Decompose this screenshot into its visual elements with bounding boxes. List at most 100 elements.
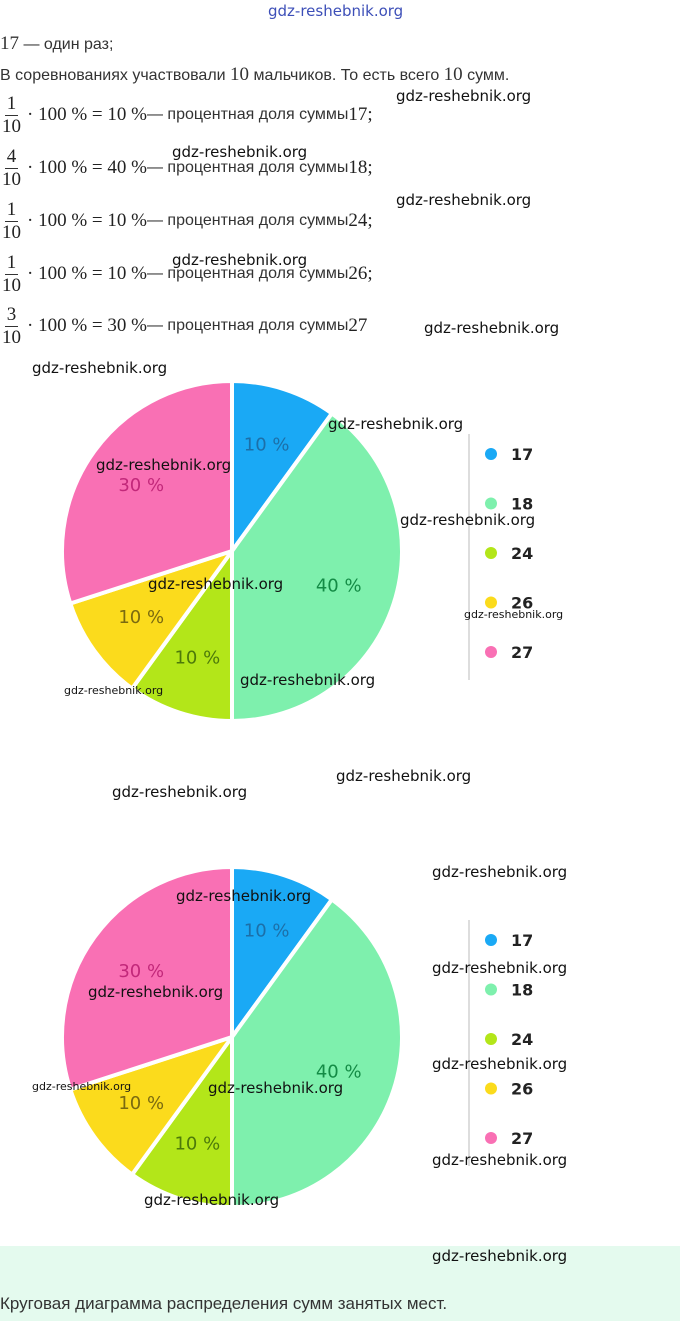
legend-dot-24 [485,1033,497,1045]
legend-dot-24 [485,547,497,559]
legend-label-26: 26 [511,594,533,613]
fraction-row: 4 10 · 100 % = 40 % — процентная доля сумм… [0,142,373,194]
fraction-sum: 18; [348,157,373,178]
fraction-numerator: 1 [4,251,19,275]
legend-label-17: 17 [511,931,533,950]
watermark: gdz-reshebnik.org [432,1247,568,1265]
legend-dot-17 [485,448,497,460]
legend-label-24: 24 [511,544,533,563]
participants-text-a: В соревнованиях участвовали [0,67,231,84]
pie-label-27: 30 % [118,475,164,496]
pie-chart-2: 10 % 40 % 10 % 10 % 30 % 17 18 24 26 27 [0,864,680,1211]
fraction-numerator: 4 [4,145,19,169]
fraction-row: 1 10 · 100 % = 10 % — процентная доля сумм… [0,89,373,141]
legend-dot-27 [485,646,497,658]
pie-slice-26 [67,547,238,692]
fraction-denominator: 10 [2,115,21,137]
caption-band [0,1246,680,1321]
fraction-description: — процентная доля суммы [146,159,349,176]
legend-label-17: 17 [511,445,533,464]
watermark: gdz-reshebnik.org [96,456,232,474]
fraction-numerator: 1 [4,198,19,222]
chart-caption: Круговая диаграмма распределения сумм за… [0,1294,448,1313]
fraction-row: 3 10 · 100 % = 30 % — процентная доля сумм… [0,300,367,352]
pie-slice-17 [230,378,335,558]
pie-label-26: 10 % [118,1093,164,1114]
watermark: gdz-reshebnik.org [176,887,312,905]
pie-label-18: 40 % [316,576,362,597]
participants-math-a: 10 [230,64,250,85]
fraction-denominator: 10 [2,274,21,296]
watermark: gdz-reshebnik.org [112,783,248,801]
fraction-expression: · 100 % = 40 % [27,157,147,178]
fraction-expression: · 100 % = 10 % [27,263,147,284]
fraction-denominator: 10 [2,326,21,348]
fraction-sum: 26; [348,263,373,284]
pie-slice-26 [67,1033,238,1178]
legend-dot-26 [485,1082,497,1095]
fraction: 3 10 [0,304,23,349]
watermark: gdz-reshebnik.org [172,143,308,161]
pie-label-18: 40 % [316,1062,362,1083]
watermark: gdz-reshebnik.org [432,1151,568,1169]
watermark: gdz-reshebnik.org [432,959,568,977]
legend-dot-27 [485,1132,497,1144]
fraction-row: 1 10 · 100 % = 10 % — процентная доля сумм… [0,195,373,247]
fraction-denominator: 10 [2,221,21,243]
pie-slice-24 [129,544,234,724]
fraction: 4 10 [0,146,23,191]
pie-slice-27 [60,378,234,607]
fraction-description: — процентная доля суммы [146,106,349,123]
intro-text: — один раз; [19,36,114,53]
watermark: gdz-reshebnik.org [464,608,564,621]
pie-slice-24 [129,1030,234,1210]
fraction-numerator: 1 [4,92,19,116]
watermark: gdz-reshebnik.org [88,983,224,1001]
watermark: gdz-reshebnik.org [432,1055,568,1073]
fraction-description: — процентная доля суммы [146,212,349,229]
legend-label-18: 18 [511,495,533,514]
fraction-expression: · 100 % = 10 % [27,210,147,231]
fraction-expression: · 100 % = 10 % [27,104,147,125]
legend-label-27: 27 [511,643,533,662]
watermark: gdz-reshebnik.org [328,415,464,433]
pie-slice-18 [230,410,404,724]
fraction-row: 1 10 · 100 % = 10 % — процентная доля сумм… [0,248,373,300]
watermark: gdz-reshebnik.org [148,575,284,593]
watermark: gdz-reshebnik.org [144,1191,280,1209]
pie-label-27: 30 % [118,961,164,982]
legend-label-27: 27 [511,1129,533,1148]
fraction-sum: 24; [348,210,373,231]
watermark: gdz-reshebnik.org [32,1080,132,1093]
legend-dot-18 [485,983,497,996]
watermark: gdz-reshebnik.org [208,1079,344,1097]
pie-label-24: 10 % [174,648,220,669]
fraction-expression: · 100 % = 30 % [27,315,147,336]
pie-slice-18 [230,896,404,1210]
pie-chart-1-svg: 10 % 40 % 10 % 10 % 30 % 17 18 24 26 27 [60,378,533,724]
legend-dot-17 [485,934,497,946]
fraction: 1 10 [0,252,23,297]
legend-label-26: 26 [511,1080,533,1099]
fraction: 1 10 [0,93,23,138]
legend-label-24: 24 [511,1030,533,1049]
pie-label-26: 10 % [118,607,164,628]
legend-dot-26 [485,596,497,609]
fraction-sum: 27 [348,315,368,336]
pie-label-17: 10 % [244,920,290,941]
watermark: gdz-reshebnik.org [396,87,532,105]
pie-label-17: 10 % [244,434,290,455]
legend-dot-18 [485,497,497,510]
watermark: gdz-reshebnik.org [172,251,308,269]
pie-chart-1: 10 % 40 % 10 % 10 % 30 % 17 18 24 26 27 [0,378,680,725]
legend-label-18: 18 [511,981,533,1000]
pie-chart-2-svg: 10 % 40 % 10 % 10 % 30 % 17 18 24 26 27 [60,864,533,1210]
intro-math: 17 [0,33,19,54]
watermark: gdz-reshebnik.org [396,191,532,209]
watermark: gdz-reshebnik.org [64,684,164,697]
fraction-description: — процентная доля суммы [146,265,349,282]
participants-line: В соревнованиях участвовали 10 мальчиков… [0,64,509,86]
participants-text-b: мальчиков. То есть всего [249,67,444,84]
watermark: gdz-reshebnik.org [336,767,472,785]
watermark: gdz-reshebnik.org [32,359,168,377]
